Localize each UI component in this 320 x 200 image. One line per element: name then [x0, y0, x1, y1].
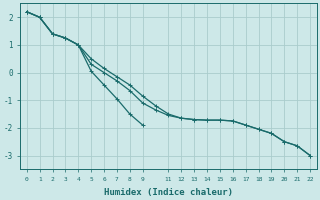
X-axis label: Humidex (Indice chaleur): Humidex (Indice chaleur) — [104, 188, 233, 197]
